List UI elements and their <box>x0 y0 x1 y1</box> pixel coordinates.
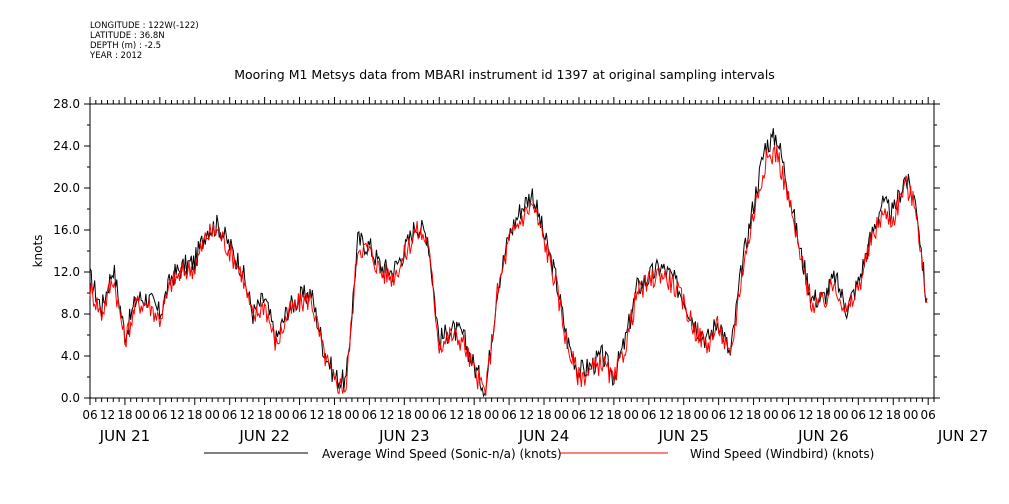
series-line-windbird-wind-speed <box>89 144 928 396</box>
x-tick-label: 06 <box>82 408 97 422</box>
x-tick-label: 12 <box>728 408 743 422</box>
x-tick-label: 00 <box>624 408 639 422</box>
x-tick-label: 12 <box>379 408 394 422</box>
x-tick-label: 12 <box>309 408 324 422</box>
x-tick-label: 12 <box>240 408 255 422</box>
y-tick-label: 0.0 <box>61 391 80 405</box>
y-tick-label: 16.0 <box>53 223 80 237</box>
x-tick-label: 12 <box>659 408 674 422</box>
x-tick-label: 06 <box>571 408 586 422</box>
x-tick-label: 18 <box>746 408 761 422</box>
y-tick-label: 4.0 <box>61 349 80 363</box>
y-tick-label: 20.0 <box>53 181 80 195</box>
x-date-label: JUN 24 <box>518 427 569 445</box>
legend: Average Wind Speed (Sonic-n/a) (knots) Wi… <box>204 447 874 461</box>
x-tick-label: 18 <box>886 408 901 422</box>
y-tick-label: 8.0 <box>61 307 80 321</box>
x-tick-label: 12 <box>868 408 883 422</box>
legend-label: Wind Speed (Windbird) (knots) <box>690 447 874 461</box>
x-tick-label: 00 <box>833 408 848 422</box>
x-tick-label: 18 <box>536 408 551 422</box>
x-date-label: JUN 22 <box>238 427 289 445</box>
x-tick-label: 00 <box>205 408 220 422</box>
x-tick-label: 06 <box>222 408 237 422</box>
x-tick-label: 18 <box>327 408 342 422</box>
x-tick-label: 18 <box>117 408 132 422</box>
y-axis-label: knots <box>31 235 45 268</box>
chart-title: Mooring M1 Metsys data from MBARI instru… <box>234 67 775 82</box>
x-date-label: JUN 27 <box>937 427 988 445</box>
y-tick-label: 24.0 <box>53 139 80 153</box>
legend-label: Average Wind Speed (Sonic-n/a) (knots) <box>322 447 562 461</box>
x-tick-label: 06 <box>501 408 516 422</box>
x-tick-label: 18 <box>467 408 482 422</box>
x-tick-label: 06 <box>921 408 936 422</box>
series-line-average-wind-speed <box>89 128 928 398</box>
x-tick-label: 00 <box>694 408 709 422</box>
x-tick-label: 06 <box>851 408 866 422</box>
x-tick-label: 06 <box>362 408 377 422</box>
y-tick-label: 12.0 <box>53 265 80 279</box>
y-tick-label: 28.0 <box>53 97 80 111</box>
series-layer <box>89 128 928 398</box>
x-tick-label: 00 <box>414 408 429 422</box>
x-tick-label: 18 <box>676 408 691 422</box>
x-tick-label: 12 <box>449 408 464 422</box>
x-tick-label: 18 <box>257 408 272 422</box>
x-tick-label: 00 <box>135 408 150 422</box>
x-date-label: JUN 25 <box>657 427 708 445</box>
x-tick-label: 12 <box>589 408 604 422</box>
x-tick-label: 18 <box>606 408 621 422</box>
plot-frame <box>89 103 935 399</box>
year-label: YEAR : 2012 <box>90 51 143 61</box>
y-axis: 0.0 4.0 8.0 12.0 16.0 20.0 24.0 28.0 <box>53 97 940 405</box>
x-tick-label: 00 <box>484 408 499 422</box>
x-tick-label: 00 <box>554 408 569 422</box>
x-tick-label: 06 <box>152 408 167 422</box>
x-tick-label: 12 <box>170 408 185 422</box>
x-tick-label: 00 <box>763 408 778 422</box>
x-tick-label: 12 <box>519 408 534 422</box>
x-tick-label: 12 <box>798 408 813 422</box>
x-tick-label: 06 <box>781 408 796 422</box>
x-date-label: JUN 23 <box>378 427 429 445</box>
x-tick-label: 00 <box>344 408 359 422</box>
x-tick-label: 18 <box>816 408 831 422</box>
x-tick-label: 06 <box>711 408 726 422</box>
x-tick-label: 06 <box>641 408 656 422</box>
x-date-label: JUN 26 <box>797 427 848 445</box>
latitude-label: LATITUDE : 36.8N <box>90 31 165 41</box>
longitude-label: LONGITUDE : 122W(-122) <box>90 21 199 31</box>
depth-label: DEPTH (m) : -2.5 <box>90 41 162 51</box>
x-tick-label: 00 <box>903 408 918 422</box>
x-tick-label: 18 <box>187 408 202 422</box>
x-tick-label: 12 <box>100 408 115 422</box>
metadata-block: LONGITUDE : 122W(-122) LATITUDE : 36.8N … <box>90 21 199 61</box>
x-tick-label: 06 <box>432 408 447 422</box>
x-tick-label: 06 <box>292 408 307 422</box>
x-tick-label: 18 <box>397 408 412 422</box>
x-axis: 06 12 18 00 06 12 18 00 06 12 18 00 06 12 18 00 06 12 18 00… <box>82 97 988 445</box>
x-date-label: JUN 21 <box>99 427 150 445</box>
x-tick-label: 00 <box>274 408 289 422</box>
